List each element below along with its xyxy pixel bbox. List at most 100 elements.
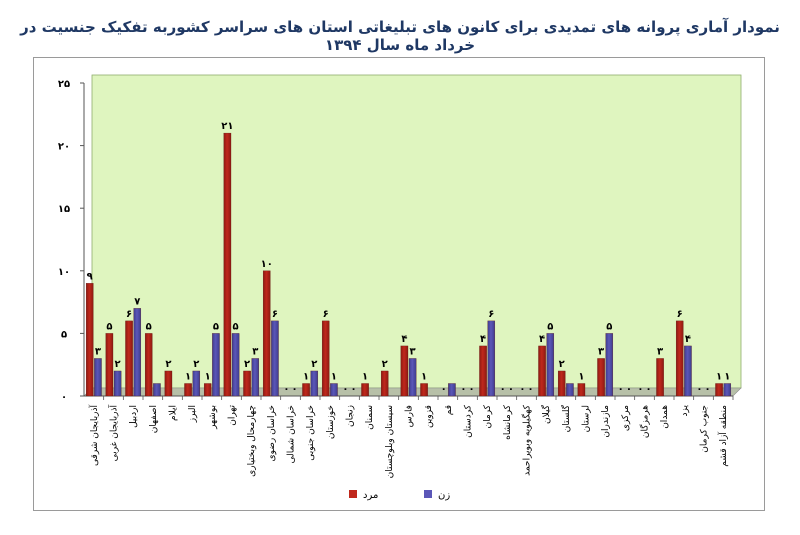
x-tick-label: آذربایجان شرقی — [88, 405, 100, 466]
x-tick-label: گلستان — [560, 404, 572, 432]
data-label-women: ۵ — [606, 321, 612, 332]
data-label-women: ۲ — [193, 359, 199, 370]
bar-women — [133, 308, 142, 397]
data-label-women: ۰ — [705, 384, 711, 395]
bar-men — [420, 383, 428, 397]
data-label-men: ۲ — [165, 359, 171, 370]
x-tick-label: مازندران — [601, 405, 611, 438]
data-label-men: ۱ — [303, 371, 309, 382]
data-label-men: ۱ — [421, 371, 427, 382]
bar-men — [715, 383, 723, 397]
x-tick-label: خوزستان — [326, 405, 336, 439]
data-label-women: ۰ — [469, 384, 475, 395]
bar-women — [192, 370, 201, 397]
legend-label-women: زن — [438, 490, 450, 501]
data-label-men: ۲ — [559, 359, 565, 370]
bar-men — [125, 320, 133, 397]
data-label-women: ۳ — [95, 346, 101, 357]
data-label-men: ۶ — [323, 309, 329, 320]
bar-men — [361, 383, 369, 397]
chart-frame: ۰ ۵ ۱۰ ۱۵ ۲۰ ۲۵ ۹ ۳ آذربایجان شرقی ۵ ۲ آذربایجان غر… — [33, 57, 765, 511]
x-tick-label: خراسان جنوبی — [306, 405, 316, 461]
data-label-men: ۰ — [618, 384, 624, 395]
y-tick-label: ۵ — [61, 329, 67, 340]
data-label-men: ۱ — [362, 371, 368, 382]
data-label-men: ۰ — [696, 384, 702, 395]
x-tick-label: اردبیل — [129, 405, 139, 428]
bar-men — [243, 370, 251, 397]
data-label-women: ۰ — [508, 384, 514, 395]
data-label-men: ۱ — [185, 371, 191, 382]
y-tick-label: ۱۵ — [58, 204, 70, 215]
bar-men — [262, 270, 271, 397]
data-label-women: ۰ — [646, 384, 652, 395]
bar-men — [184, 383, 192, 397]
data-label-men: ۱ — [205, 371, 211, 382]
x-tick-label: کهگیلویه وبویراحمد — [521, 404, 533, 476]
x-tick-label: کرمانشاه — [503, 404, 513, 440]
data-label-men: ۰ — [342, 384, 348, 395]
bar-women — [94, 358, 102, 397]
bar-women — [330, 383, 338, 397]
y-tick-label: ۲۵ — [58, 79, 70, 90]
data-label-women: ۷ — [134, 296, 140, 307]
data-label-men: ۶ — [126, 309, 132, 320]
data-label-women: ۰ — [528, 384, 534, 395]
data-label-women: ۲ — [311, 359, 317, 370]
data-label-men: ۰ — [441, 384, 447, 395]
bar-women — [113, 370, 122, 397]
data-label-women: ۶ — [488, 309, 494, 320]
bar-women — [566, 383, 574, 397]
x-tick-label: کردستان — [464, 404, 474, 438]
x-tick-label: سمنان — [365, 405, 375, 430]
bar-men — [557, 370, 566, 397]
bar-men — [656, 358, 664, 397]
x-tick-label: تهران — [228, 405, 238, 426]
data-label-women: ۱ — [724, 371, 730, 382]
bar-men — [675, 320, 684, 397]
data-label-men: ۳ — [598, 346, 604, 357]
bar-men — [380, 370, 389, 397]
x-tick-label: همدان — [660, 405, 670, 429]
data-label-women: ۵ — [233, 321, 239, 332]
bar-women — [408, 358, 417, 397]
bar-men — [144, 333, 153, 397]
data-label-men: ۰ — [519, 384, 525, 395]
bar-women — [723, 383, 732, 397]
data-label-men: ۰ — [637, 384, 643, 395]
x-tick-label: خراسان شمالی — [287, 405, 297, 464]
bar-women — [448, 383, 456, 397]
x-tick-label: لرستان — [582, 405, 592, 432]
x-tick-label: گیلان — [540, 404, 552, 424]
x-tick-label: جنوب کرمان — [700, 405, 710, 453]
x-tick-label: آذربایجان غربی — [108, 405, 120, 462]
data-label-men: ۰ — [460, 384, 466, 395]
bar-women — [212, 333, 220, 397]
bar-women — [310, 370, 319, 397]
bar-men — [321, 320, 330, 397]
x-tick-label: خراسان رضوی — [267, 405, 277, 461]
x-tick-label: منطقه آزاد قشم — [717, 405, 729, 467]
data-label-men: ۵ — [106, 321, 112, 332]
y-tick-label: ۰ — [61, 392, 67, 403]
x-tick-label: کرمان — [483, 404, 493, 428]
bar-men — [577, 383, 586, 397]
bar-men — [223, 132, 232, 397]
legend-swatch-women — [424, 490, 432, 498]
x-tick-label: البرز — [188, 405, 198, 423]
bar-women — [153, 383, 161, 397]
data-label-women: ۰ — [351, 384, 357, 395]
chart-title: نمودار آماری پروانه های تمدیدی برای کانو… — [20, 18, 780, 54]
data-label-men: ۰ — [500, 384, 506, 395]
bar-men — [479, 345, 487, 397]
data-label-men: ۲۱ — [221, 121, 233, 132]
bar-men — [538, 345, 546, 397]
data-label-men: ۵ — [146, 321, 152, 332]
bar-men — [203, 383, 212, 397]
bar-men — [400, 345, 409, 397]
bar-women — [251, 358, 260, 397]
data-label-women: ۰ — [292, 384, 298, 395]
x-tick-label: مرکزی — [621, 405, 631, 431]
data-label-men: ۴ — [480, 334, 486, 345]
x-tick-label: زنجان — [346, 405, 356, 427]
